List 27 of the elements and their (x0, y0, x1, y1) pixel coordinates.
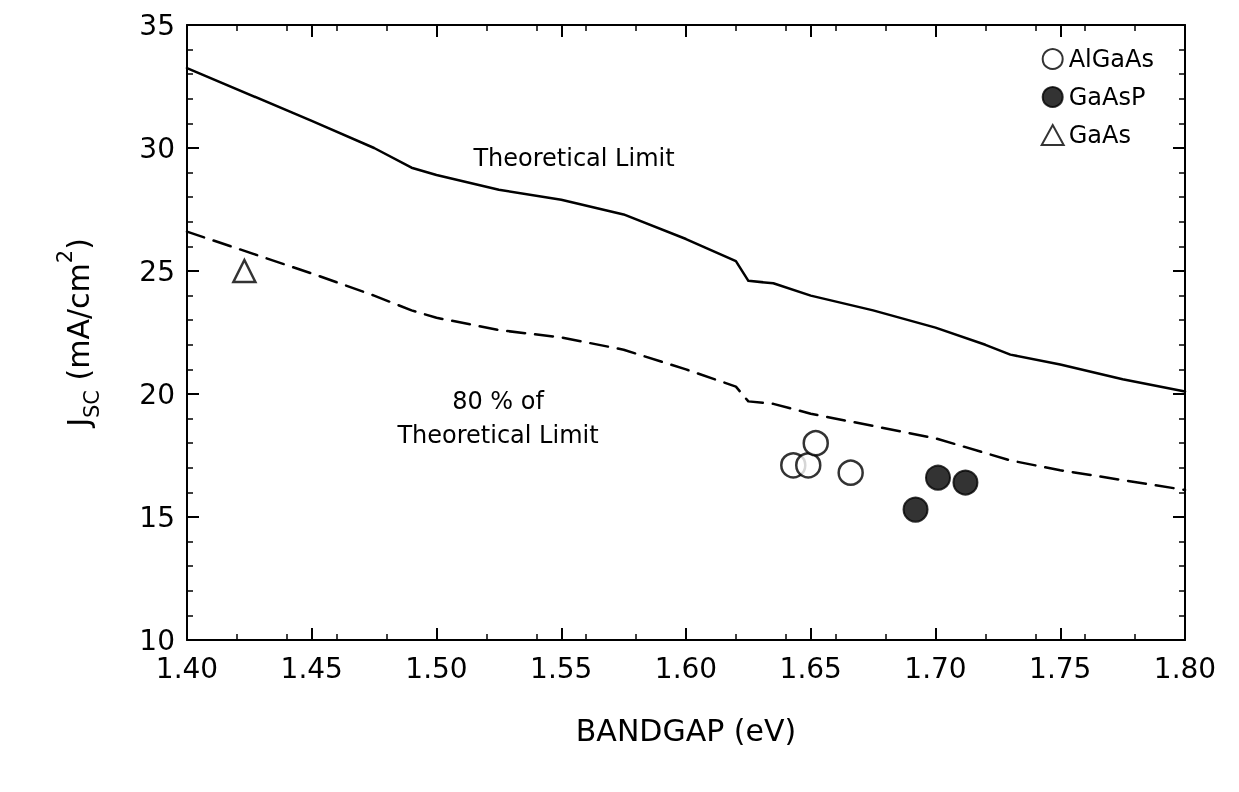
y-tick-label: 25 (139, 254, 175, 288)
point (837, 459, 864, 486)
legend-label: AlGaAs (1068, 45, 1154, 73)
point (952, 469, 979, 496)
annotation: 80 % of Theoretical Limit (396, 387, 599, 449)
y-tick-label: 30 (139, 131, 175, 165)
x-tick-label: 1.65 (779, 651, 842, 685)
x-tick-label: 1.60 (654, 651, 718, 685)
x-tick-label: 1.55 (530, 651, 593, 685)
point (925, 464, 951, 491)
point (795, 452, 822, 479)
point (802, 429, 829, 457)
y-axis-title: JSC (mA/cm2) (52, 238, 104, 429)
legend-label: GaAsP (1068, 83, 1146, 111)
x-tick-label: 1.45 (280, 651, 343, 685)
point (232, 258, 257, 284)
x-tick-label: 1.80 (1153, 651, 1217, 685)
y-tick-label: 15 (139, 500, 175, 534)
y-tick-label: 20 (139, 377, 175, 411)
x-tick-label: 1.50 (405, 651, 468, 685)
legend-label: GaAs (1068, 121, 1131, 149)
x-tick-label: 1.75 (1029, 651, 1092, 685)
y-tick-label: 35 (139, 8, 175, 42)
point (902, 496, 929, 523)
annotation: Theoretical Limit (472, 144, 675, 172)
x-tick-label: 1.70 (904, 651, 967, 685)
x-axis-title: BANDGAP (eV) (575, 712, 797, 748)
